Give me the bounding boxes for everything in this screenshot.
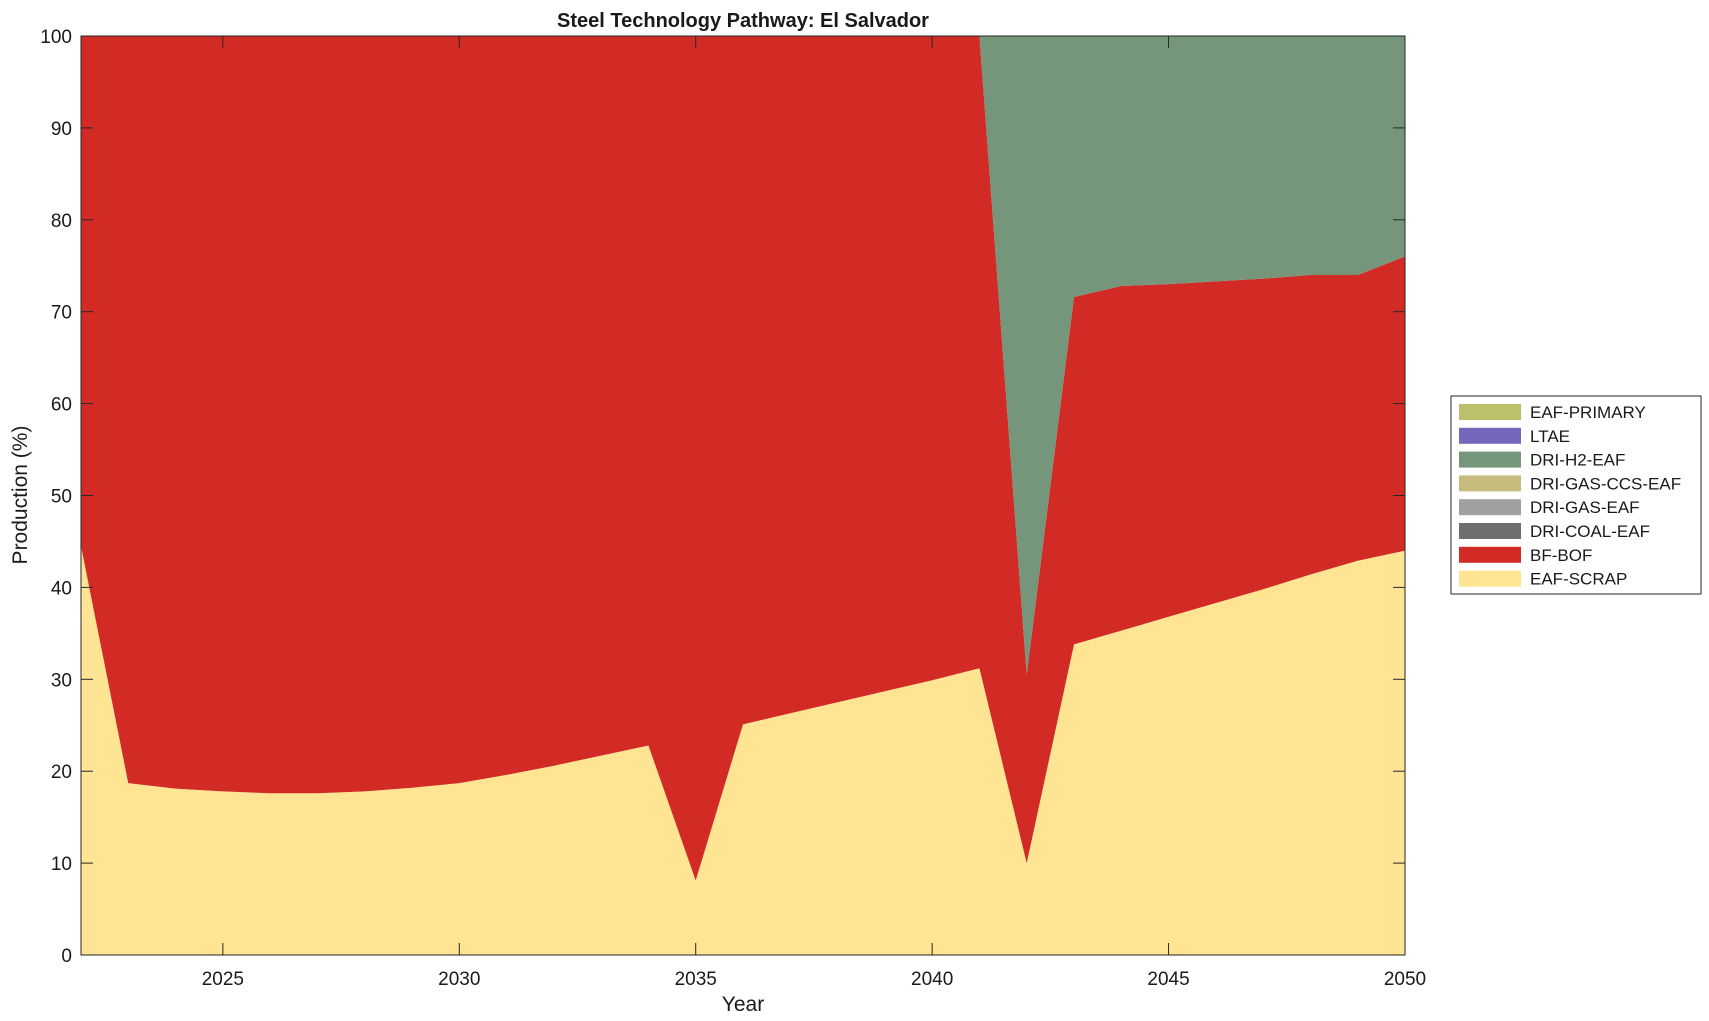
- legend-label-dri-coal-eaf: DRI-COAL-EAF: [1530, 522, 1650, 541]
- legend-swatch-eaf-primary: [1459, 404, 1521, 420]
- area-layer: [81, 36, 1405, 955]
- y-tick-label: 30: [51, 670, 72, 691]
- y-tick-label: 0: [61, 946, 72, 967]
- legend-swatch-ltae: [1459, 427, 1521, 444]
- legend-label-ltae: LTAE: [1530, 427, 1570, 446]
- y-tick-label: 100: [40, 27, 72, 48]
- y-tick-label: 70: [51, 303, 72, 324]
- legend-swatch-dri-h2-eaf: [1459, 451, 1521, 468]
- x-tick-label: 2025: [202, 969, 244, 990]
- y-axis-title: Production (%): [9, 426, 32, 565]
- area-dri-h2-eaf: [81, 36, 1405, 675]
- legend-label-bf-bof: BF-BOF: [1530, 546, 1592, 565]
- x-tick-label: 2050: [1384, 969, 1426, 990]
- y-axis: 0 10 20 30 40 50 60 70 80 90 100: [40, 27, 1405, 967]
- legend-swatch-bf-bof: [1459, 546, 1521, 563]
- legend-swatch-eaf-scrap: [1459, 570, 1521, 587]
- legend-label-dri-gas-eaf: DRI-GAS-EAF: [1530, 498, 1640, 517]
- legend-swatch-dri-gas-ccs-eaf: [1459, 475, 1521, 492]
- y-tick-label: 60: [51, 395, 72, 416]
- y-tick-label: 90: [51, 119, 72, 140]
- y-tick-label: 50: [51, 487, 72, 508]
- legend: EAF-PRIMARY LTAE DRI-H2-EAF DRI-GAS-CCS-EAF…: [1450, 395, 1702, 595]
- x-tick-label: 2035: [675, 969, 717, 990]
- legend-label-eaf-scrap: EAF-SCRAP: [1530, 570, 1627, 589]
- legend-label-dri-h2-eaf: DRI-H2-EAF: [1530, 451, 1625, 470]
- area-eaf-scrap: [81, 546, 1405, 955]
- legend-swatch-dri-coal-eaf: [1459, 523, 1521, 539]
- area-bf-bof: [81, 36, 1405, 881]
- x-tick-label: 2030: [438, 969, 480, 990]
- x-axis-title: Year: [722, 993, 764, 1016]
- legend-swatch-dri-gas-eaf: [1459, 499, 1521, 516]
- legend-label-eaf-primary: EAF-PRIMARY: [1530, 403, 1646, 422]
- y-tick-label: 80: [51, 211, 72, 232]
- chart-title: Steel Technology Pathway: El Salvador: [557, 10, 929, 32]
- x-tick-label: 2045: [1147, 969, 1189, 990]
- y-tick-label: 40: [51, 578, 72, 599]
- x-tick-label: 2040: [911, 969, 953, 990]
- y-tick-label: 20: [51, 762, 72, 783]
- legend-label-dri-gas-ccs-eaf: DRI-GAS-CCS-EAF: [1530, 474, 1681, 493]
- x-axis: 2025 2030 2035 2040 2045 2050: [202, 36, 1426, 990]
- y-tick-label: 10: [51, 854, 72, 875]
